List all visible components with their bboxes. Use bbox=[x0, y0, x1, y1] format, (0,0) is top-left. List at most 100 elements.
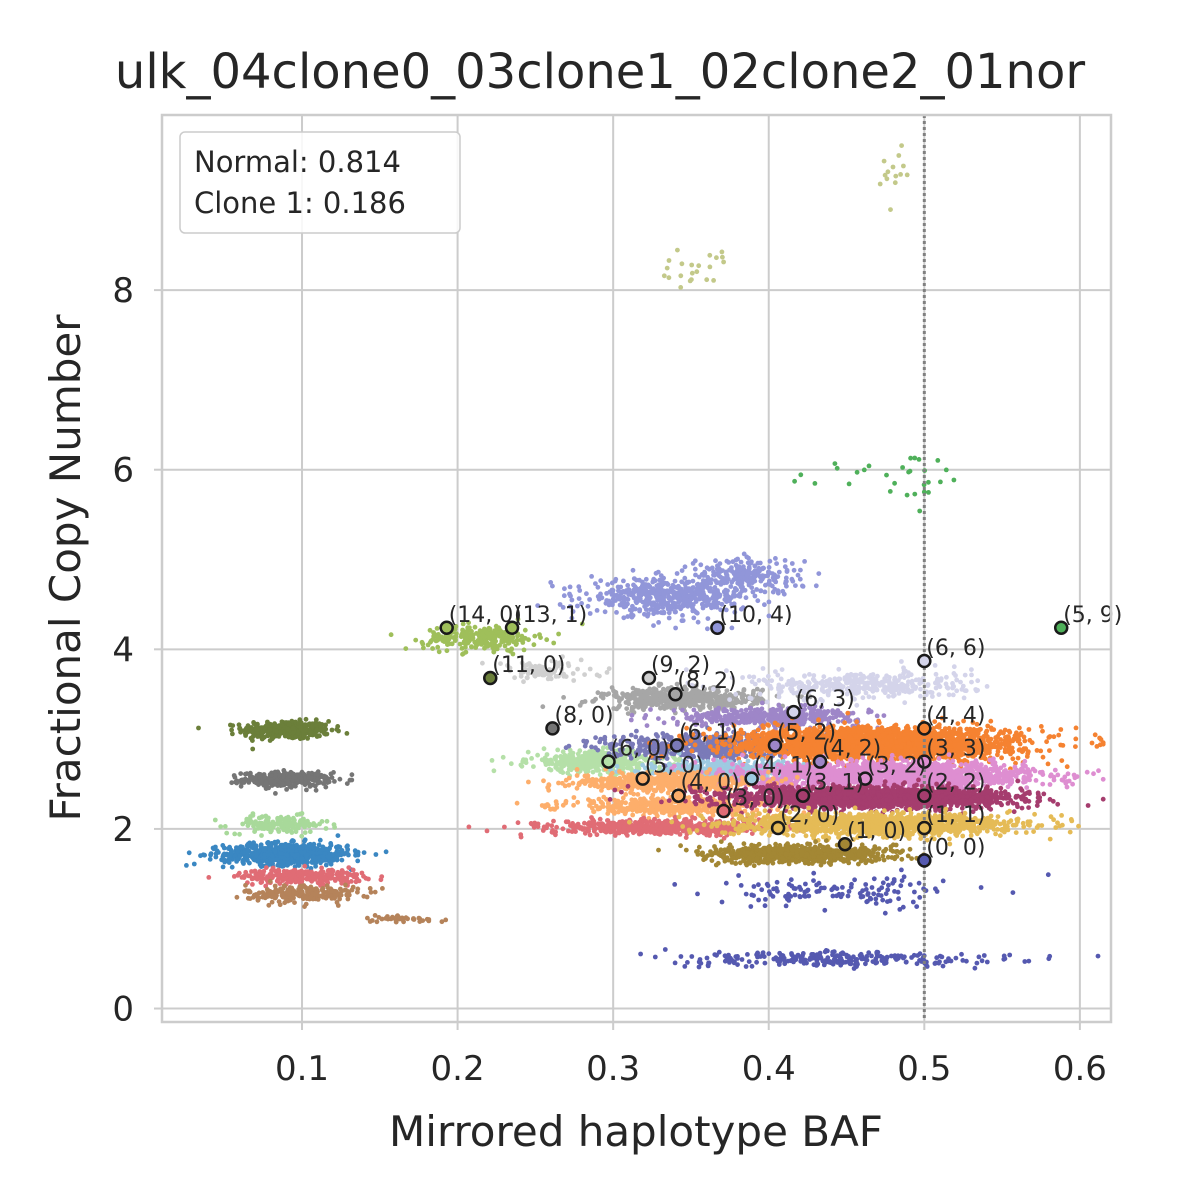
data-point bbox=[333, 893, 339, 899]
data-point bbox=[284, 852, 290, 858]
data-point bbox=[299, 777, 304, 783]
data-point bbox=[521, 679, 526, 685]
data-point bbox=[281, 827, 286, 833]
data-point bbox=[590, 769, 596, 775]
data-point bbox=[279, 722, 285, 728]
data-point bbox=[253, 780, 259, 786]
data-point bbox=[790, 578, 796, 584]
data-point bbox=[781, 591, 787, 597]
data-point bbox=[782, 558, 788, 563]
data-point bbox=[776, 694, 782, 700]
data-point bbox=[691, 608, 697, 613]
data-point bbox=[288, 785, 294, 790]
data-point bbox=[783, 575, 789, 581]
data-point bbox=[606, 666, 612, 671]
data-point bbox=[296, 869, 302, 875]
data-point bbox=[611, 688, 616, 694]
data-point bbox=[707, 597, 712, 602]
data-point bbox=[285, 726, 291, 732]
data-point bbox=[231, 773, 237, 778]
data-point bbox=[306, 770, 311, 776]
data-point bbox=[255, 892, 260, 898]
data-point bbox=[938, 676, 944, 682]
data-point bbox=[331, 822, 337, 827]
data-point bbox=[191, 861, 197, 867]
data-point bbox=[813, 583, 819, 589]
data-point bbox=[752, 563, 758, 569]
data-point bbox=[248, 725, 254, 730]
data-point bbox=[707, 693, 713, 699]
data-point bbox=[453, 637, 458, 643]
data-point bbox=[562, 586, 567, 592]
data-point bbox=[732, 593, 737, 599]
data-point bbox=[711, 701, 717, 707]
data-point bbox=[338, 892, 344, 898]
data-point bbox=[299, 856, 305, 861]
data-point bbox=[729, 707, 735, 713]
data-point bbox=[184, 863, 189, 868]
data-point bbox=[690, 561, 696, 566]
data-point bbox=[550, 583, 555, 589]
data-point bbox=[606, 602, 612, 608]
data-point bbox=[714, 580, 720, 586]
data-point bbox=[253, 819, 258, 825]
data-point bbox=[317, 837, 323, 843]
data-point bbox=[425, 642, 431, 648]
data-point bbox=[316, 842, 322, 848]
data-point bbox=[482, 634, 487, 640]
data-point bbox=[680, 707, 685, 713]
data-point bbox=[874, 713, 880, 719]
data-point bbox=[246, 889, 252, 895]
data-point bbox=[272, 893, 277, 899]
data-point bbox=[670, 715, 676, 721]
data-point bbox=[713, 589, 719, 594]
data-point bbox=[302, 863, 308, 869]
data-point bbox=[220, 864, 226, 870]
data-point bbox=[600, 695, 606, 701]
data-point bbox=[249, 774, 255, 780]
data-point bbox=[751, 674, 757, 680]
data-point bbox=[315, 780, 321, 786]
data-point bbox=[775, 588, 781, 594]
data-point bbox=[336, 728, 341, 734]
data-point bbox=[234, 780, 240, 786]
data-point bbox=[582, 672, 587, 677]
data-point bbox=[436, 649, 442, 655]
data-point bbox=[262, 774, 268, 780]
data-point bbox=[237, 831, 242, 837]
data-point bbox=[326, 779, 332, 785]
data-point bbox=[313, 823, 319, 829]
data-point bbox=[665, 606, 671, 612]
data-point bbox=[776, 569, 782, 575]
data-point bbox=[556, 631, 561, 637]
data-point bbox=[491, 768, 497, 774]
data-point bbox=[349, 872, 355, 878]
data-point bbox=[750, 580, 755, 586]
data-point bbox=[307, 829, 313, 835]
data-point bbox=[595, 690, 601, 696]
data-point bbox=[760, 666, 766, 671]
data-point bbox=[301, 820, 306, 825]
data-point bbox=[520, 759, 526, 764]
data-point bbox=[289, 885, 295, 891]
data-point bbox=[302, 838, 307, 844]
data-point bbox=[649, 702, 655, 708]
data-point bbox=[747, 695, 753, 701]
data-point bbox=[886, 694, 891, 699]
point-cluster bbox=[184, 833, 389, 872]
data-point bbox=[683, 695, 689, 700]
data-point bbox=[515, 633, 520, 639]
data-point bbox=[287, 872, 293, 878]
data-point bbox=[497, 634, 503, 639]
data-point bbox=[280, 781, 286, 787]
data-point bbox=[691, 707, 697, 713]
data-point bbox=[331, 889, 336, 895]
data-point bbox=[238, 783, 244, 789]
data-point bbox=[756, 678, 762, 683]
data-point bbox=[292, 853, 298, 859]
data-point bbox=[684, 598, 690, 603]
data-point bbox=[298, 883, 304, 889]
data-point bbox=[335, 869, 341, 875]
data-point bbox=[858, 671, 863, 677]
